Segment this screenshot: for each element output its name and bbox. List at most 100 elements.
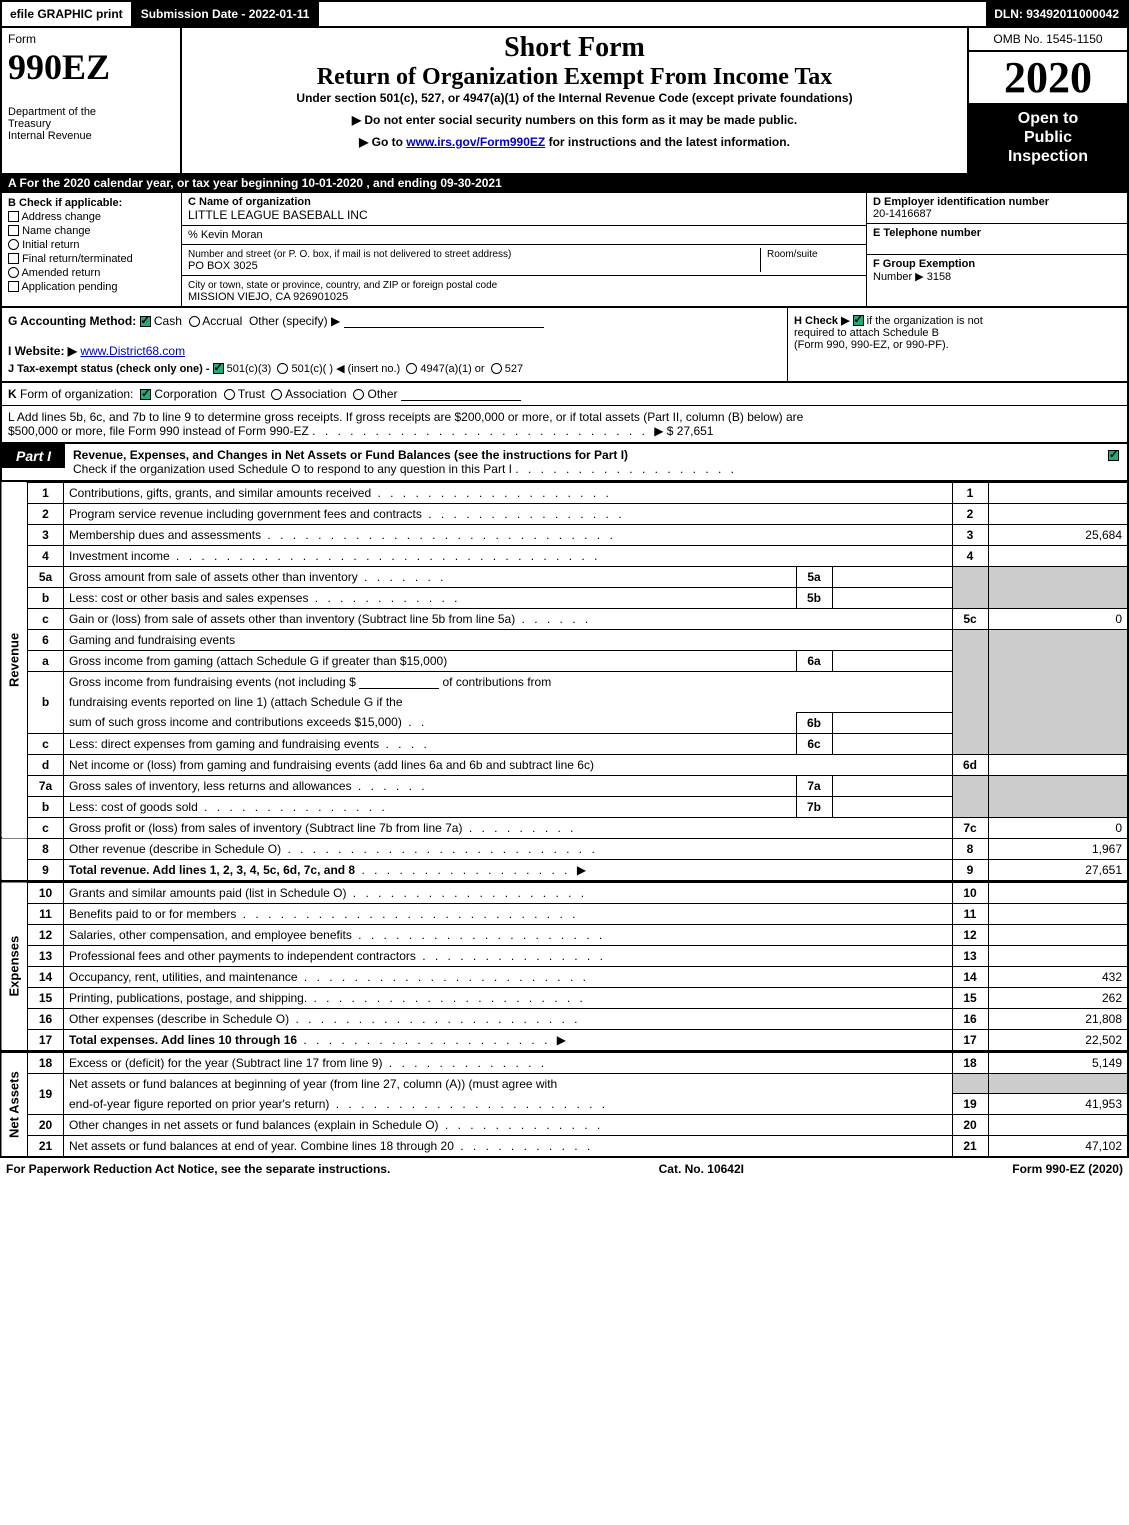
other-org-field[interactable]: [401, 387, 521, 401]
table-row: Net Assets 18Excess or (deficit) for the…: [1, 1052, 1128, 1073]
table-row: 6Gaming and fundraising events: [1, 629, 1128, 650]
line18-value: 5,149: [988, 1052, 1128, 1073]
org-name: LITTLE LEAGUE BASEBALL INC: [188, 208, 368, 222]
chk-corporation[interactable]: [140, 389, 151, 400]
chk-4947[interactable]: [406, 363, 417, 374]
chk-schedule-o-part1[interactable]: [1108, 450, 1119, 461]
row-j: J Tax-exempt status (check only one) - 5…: [8, 362, 781, 375]
table-row: Revenue 1Contributions, gifts, grants, a…: [1, 482, 1128, 503]
h-label: H Check ▶: [794, 315, 850, 327]
table-row: 20Other changes in net assets or fund ba…: [1, 1115, 1128, 1136]
ghij-left: G Accounting Method: Cash Accrual Other …: [2, 308, 787, 381]
revenue-table: Revenue 1Contributions, gifts, grants, a…: [0, 482, 1129, 882]
table-row: 11Benefits paid to or for members . . . …: [1, 903, 1128, 924]
row-a-tax-year: A For the 2020 calendar year, or tax yea…: [0, 173, 1129, 193]
street-address: PO BOX 3025: [188, 260, 258, 272]
row-ghij: G Accounting Method: Cash Accrual Other …: [0, 308, 1129, 383]
care-of-row: % Kevin Moran: [182, 226, 866, 245]
box-b: B Check if applicable: Address change Na…: [2, 193, 182, 306]
box-c: C Name of organization LITTLE LEAGUE BAS…: [182, 193, 867, 306]
paperwork-notice: For Paperwork Reduction Act Notice, see …: [6, 1162, 390, 1176]
row-i: I Website: ▶ www.District68.com: [8, 344, 781, 358]
chk-schedule-b[interactable]: [853, 315, 864, 326]
l-text-1: L Add lines 5b, 6c, and 7b to line 9 to …: [8, 410, 803, 424]
table-row: cGain or (loss) from sale of assets othe…: [1, 608, 1128, 629]
top-spacer: [319, 2, 986, 26]
table-row: 8Other revenue (describe in Schedule O) …: [1, 838, 1128, 859]
addr-label: Number and street (or P. O. box, if mail…: [188, 249, 511, 260]
irs-link[interactable]: www.irs.gov/Form990EZ: [406, 135, 545, 149]
ein: 20-1416687: [873, 208, 932, 220]
other-specify-field[interactable]: [344, 314, 544, 328]
expenses-table: Expenses 10Grants and similar amounts pa…: [0, 882, 1129, 1052]
net-assets-table: Net Assets 18Excess or (deficit) for the…: [0, 1052, 1129, 1159]
city-state-zip: MISSION VIEJO, CA 926901025: [188, 291, 348, 303]
line21-value: 47,102: [988, 1136, 1128, 1158]
j-label: J Tax-exempt status (check only one) -: [8, 363, 210, 375]
total-revenue: 27,651: [988, 859, 1128, 881]
e-label: E Telephone number: [873, 227, 981, 239]
revenue-side-label: Revenue: [1, 482, 28, 838]
efile-label: efile GRAPHIC print: [2, 2, 133, 26]
checkbox-icon: [8, 253, 19, 264]
header-left: Form 990EZ Department of the Treasury In…: [2, 28, 182, 173]
chk-trust[interactable]: [224, 389, 235, 400]
street-row: Number and street (or P. O. box, if mail…: [182, 245, 866, 276]
chk-accrual[interactable]: [189, 316, 200, 327]
group-exemption-num: 3158: [927, 271, 951, 283]
website-link[interactable]: www.District68.com: [80, 344, 185, 358]
goto-link-line: ▶ Go to www.irs.gov/Form990EZ for instru…: [188, 135, 961, 149]
header-right: OMB No. 1545-1150 2020 Open to Public In…: [967, 28, 1127, 173]
table-row: 16Other expenses (describe in Schedule O…: [1, 1008, 1128, 1029]
row-k: K Form of organization: Corporation Trus…: [0, 383, 1129, 406]
line19-value: 41,953: [988, 1094, 1128, 1115]
line14-value: 432: [988, 966, 1128, 987]
radio-icon: [8, 267, 19, 278]
warning-ssn: ▶ Do not enter social security numbers o…: [188, 113, 961, 127]
chk-501c[interactable]: [277, 363, 288, 374]
box-def: D Employer identification number 20-1416…: [867, 193, 1127, 306]
table-row: 21Net assets or fund balances at end of …: [1, 1136, 1128, 1158]
6b-contrib-field[interactable]: [359, 675, 439, 689]
table-row: 17Total expenses. Add lines 10 through 1…: [1, 1029, 1128, 1051]
table-row: 12Salaries, other compensation, and empl…: [1, 924, 1128, 945]
chk-other-org[interactable]: [353, 389, 364, 400]
header-center: Short Form Return of Organization Exempt…: [182, 28, 967, 173]
chk-association[interactable]: [271, 389, 282, 400]
city-label: City or town, state or province, country…: [188, 280, 497, 291]
info-grid: B Check if applicable: Address change Na…: [0, 193, 1129, 308]
chk-amended-return[interactable]: Amended return: [8, 267, 175, 279]
chk-address-change[interactable]: Address change: [8, 211, 175, 223]
submission-date: Submission Date - 2022-01-11: [133, 2, 320, 26]
chk-initial-return[interactable]: Initial return: [8, 239, 175, 251]
return-title: Return of Organization Exempt From Incom…: [188, 64, 961, 91]
form-header: Form 990EZ Department of the Treasury In…: [0, 28, 1129, 173]
f-label: F Group Exemption: [873, 258, 975, 270]
line7c-value: 0: [988, 817, 1128, 838]
l-text-2: $500,000 or more, file Form 990 instead …: [8, 424, 309, 438]
netassets-side-label: Net Assets: [1, 1052, 28, 1157]
table-row: 2Program service revenue including gover…: [1, 503, 1128, 524]
open1: Open to: [1018, 110, 1078, 127]
open3: Inspection: [1008, 148, 1088, 165]
box-b-title: B Check if applicable:: [8, 197, 175, 209]
row-l: L Add lines 5b, 6c, and 7b to line 9 to …: [0, 406, 1129, 444]
c-label: C Name of organization: [188, 196, 311, 208]
chk-501c3[interactable]: [213, 363, 224, 374]
org-name-row: C Name of organization LITTLE LEAGUE BAS…: [182, 193, 866, 226]
chk-name-change[interactable]: Name change: [8, 225, 175, 237]
care-of: % Kevin Moran: [188, 229, 263, 241]
part1-sub: Check if the organization used Schedule …: [73, 462, 512, 476]
line5c-value: 0: [988, 608, 1128, 629]
radio-icon: [8, 239, 19, 250]
chk-cash[interactable]: [140, 316, 151, 327]
chk-final-return[interactable]: Final return/terminated: [8, 253, 175, 265]
line15-value: 262: [988, 987, 1128, 1008]
omb-number: OMB No. 1545-1150: [969, 28, 1127, 52]
chk-application-pending[interactable]: Application pending: [8, 281, 175, 293]
checkbox-icon: [8, 211, 19, 222]
chk-527[interactable]: [491, 363, 502, 374]
table-row: 15Printing, publications, postage, and s…: [1, 987, 1128, 1008]
d-label: D Employer identification number: [873, 196, 1049, 208]
box-e: E Telephone number: [867, 224, 1127, 255]
